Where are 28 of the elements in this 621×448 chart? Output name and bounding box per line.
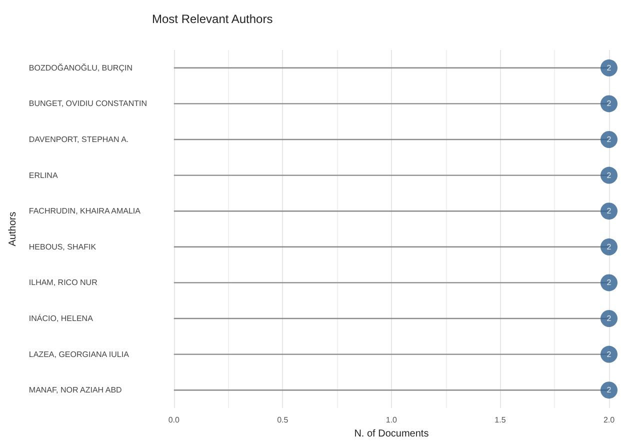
x-tick-label: 0.5	[277, 416, 289, 424]
y-tick-label: LAZEA, GEORGIANA IULIA	[28, 350, 130, 359]
data-label: 2	[606, 170, 612, 180]
data-label: 2	[606, 242, 612, 252]
x-tick-label: 2.0	[603, 416, 616, 424]
chart-title: Most Relevant Authors	[152, 12, 273, 26]
data-label: 2	[606, 135, 612, 144]
y-tick-label: HEBOUS, SHAFIK	[28, 242, 97, 252]
data-label: 2	[606, 386, 612, 395]
y-tick-label: INÁCIO, HELENA	[28, 314, 94, 323]
data-label: 2	[606, 314, 612, 323]
data-label: 2	[606, 99, 612, 108]
y-tick-label: FACHRUDIN, KHAIRA AMALIA	[28, 206, 142, 216]
data-label: 2	[606, 350, 612, 359]
data-label: 2	[606, 278, 612, 288]
y-axis-title: Authors	[8, 212, 18, 246]
y-tick-label: ERLINA	[28, 170, 58, 180]
y-tick-label: MANAF, NOR AZIAH ABD	[28, 386, 122, 395]
y-tick-label: BOZDOĞANOĞLU, BURÇIN	[28, 63, 133, 72]
y-tick-label: BUNGET, OVIDIU CONSTANTIN	[28, 99, 148, 108]
x-tick-label: 1.0	[386, 416, 398, 424]
y-tick-label: DAVENPORT, STEPHAN A.	[28, 135, 129, 144]
x-tick-label: 0.0	[168, 416, 180, 424]
x-tick-label: 1.5	[494, 416, 506, 424]
data-label: 2	[606, 206, 612, 216]
data-label: 2	[606, 63, 612, 72]
x-axis-title: N. of Documents	[354, 428, 429, 440]
y-tick-label: ILHAM, RICO NUR	[28, 278, 98, 288]
